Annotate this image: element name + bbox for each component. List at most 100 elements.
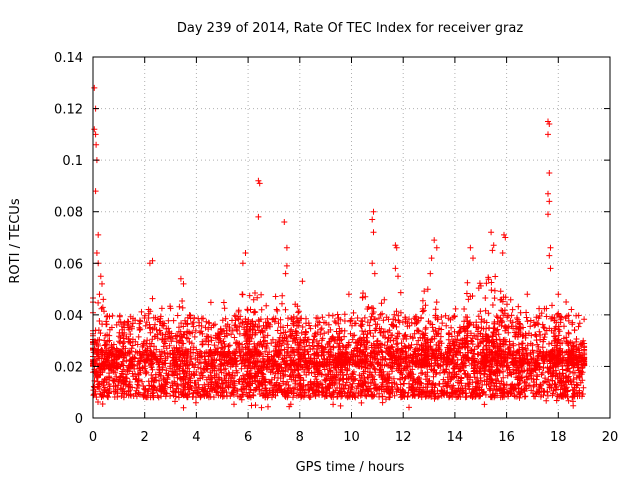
data-point-plus	[265, 403, 271, 410]
y-tick-label: 0.12	[54, 103, 83, 118]
data-point-plus	[457, 365, 464, 372]
data-point-plus	[220, 381, 227, 387]
data-point-plus	[437, 370, 443, 376]
data-point-plus	[543, 397, 550, 404]
data-point-plus	[180, 368, 187, 375]
data-point-plus	[553, 397, 560, 404]
data-point-plus	[266, 356, 273, 363]
data-point-plus	[450, 382, 457, 389]
data-point-plus	[264, 365, 271, 371]
x-tick-label: 6	[244, 430, 252, 445]
data-point-plus	[191, 379, 198, 386]
data-point-plus	[483, 381, 490, 388]
data-point-plus	[227, 356, 234, 363]
data-point-plus	[201, 366, 208, 373]
chart-title: Day 239 of 2014, Rate Of TEC Index for r…	[177, 21, 523, 36]
y-tick-label: 0.08	[54, 206, 83, 221]
data-point-plus	[141, 365, 148, 372]
data-point-plus	[95, 399, 101, 405]
data-point-plus	[321, 376, 328, 383]
data-point-plus	[179, 367, 186, 374]
data-point-plus	[241, 375, 248, 382]
x-tick-label: 4	[192, 430, 200, 445]
data-point-plus	[227, 363, 234, 370]
data-point-plus	[157, 372, 164, 379]
data-point-plus	[570, 386, 577, 393]
data-point-plus	[443, 382, 450, 389]
data-point-plus	[493, 383, 500, 390]
data-point-plus	[404, 364, 411, 370]
data-point-plus	[436, 380, 443, 387]
data-point-plus	[473, 384, 480, 391]
data-point-plus	[482, 391, 489, 398]
data-point-plus	[180, 404, 187, 411]
grid-lines	[93, 57, 610, 418]
data-points	[90, 84, 588, 411]
data-point-plus	[337, 402, 344, 409]
x-tick-label: 2	[141, 430, 149, 445]
y-tick-label: 0	[75, 412, 83, 427]
data-point-plus	[239, 381, 246, 388]
x-tick-label: 20	[602, 430, 619, 445]
data-point-plus	[442, 379, 448, 385]
data-point-plus	[126, 387, 132, 394]
data-point-plus	[463, 393, 470, 400]
data-point-plus	[538, 371, 545, 378]
data-point-plus	[332, 387, 339, 394]
data-point-plus	[330, 401, 337, 408]
x-tick-label: 16	[498, 430, 515, 445]
data-point-plus	[530, 383, 537, 390]
data-point-plus	[211, 372, 218, 379]
data-point-plus	[538, 392, 545, 398]
data-point-plus	[369, 373, 376, 380]
y-axis-label: ROTI / TECUs	[8, 198, 23, 283]
data-point-plus	[129, 384, 136, 391]
y-tick-label: 0.14	[54, 51, 83, 66]
data-point-plus	[504, 367, 511, 374]
y-tick-label: 0.06	[54, 257, 83, 272]
data-point-plus	[424, 381, 431, 388]
data-point-plus	[169, 380, 176, 387]
data-point-plus	[391, 392, 398, 399]
data-point-plus	[530, 376, 537, 383]
data-point-plus	[117, 374, 123, 381]
data-point-plus	[544, 392, 551, 399]
y-tick-label: 0.02	[54, 360, 83, 375]
data-point-plus	[389, 368, 396, 375]
y-tick-label: 0.1	[62, 154, 83, 169]
data-point-plus	[142, 370, 149, 377]
data-point-plus	[194, 388, 201, 395]
data-point-plus	[256, 391, 263, 397]
x-tick-label: 8	[296, 430, 304, 445]
x-tick-label: 0	[89, 430, 97, 445]
data-point-plus	[522, 393, 529, 400]
data-point-plus	[98, 355, 105, 362]
data-point-plus	[397, 375, 403, 382]
data-point-plus	[231, 377, 237, 384]
data-point-plus	[321, 366, 328, 373]
data-point-plus	[119, 377, 126, 384]
data-point-plus	[340, 381, 347, 388]
y-tick-label: 0.04	[54, 309, 83, 324]
data-point-plus	[162, 393, 169, 400]
data-point-plus	[347, 388, 354, 395]
data-point-plus	[472, 383, 479, 390]
data-point-plus	[136, 365, 143, 371]
x-tick-label: 12	[395, 430, 412, 445]
data-point-plus	[194, 350, 201, 357]
x-axis-label: GPS time / hours	[296, 460, 405, 475]
data-point-plus	[474, 369, 481, 376]
data-point-plus	[339, 388, 346, 395]
data-point-plus	[143, 369, 150, 376]
data-point-plus	[376, 390, 383, 397]
data-point-plus	[540, 365, 547, 371]
data-point-plus	[169, 388, 176, 395]
data-point-plus	[223, 379, 230, 386]
data-point-plus	[534, 373, 541, 380]
x-tick-label: 10	[343, 430, 360, 445]
data-point-plus	[500, 384, 507, 391]
data-point-plus	[120, 385, 127, 392]
data-point-plus	[523, 373, 530, 380]
